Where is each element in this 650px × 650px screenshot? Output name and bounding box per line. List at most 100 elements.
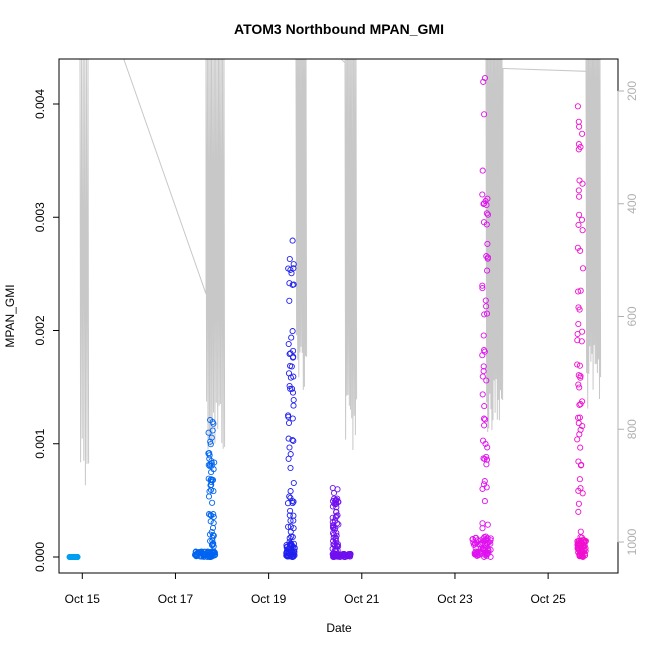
data-point [479,525,486,532]
data-point [210,420,217,427]
data-point [483,303,490,310]
data-point [481,498,488,505]
chart-title: ATOM3 Northbound MPAN_GMI [234,21,444,37]
data-point [575,381,582,388]
data-point [335,498,342,505]
data-point [205,429,212,436]
data-point [290,281,297,288]
data-point [481,74,489,82]
data-point [575,141,582,148]
data-point [575,508,582,515]
data-point [479,191,486,198]
data-point [289,415,296,422]
y-axis-label: MPAN_GMI [3,284,17,347]
data-point [484,521,491,528]
data-point [285,412,292,419]
data-point [208,553,215,560]
data-point [575,221,582,228]
data-point [208,469,215,476]
data-point [290,396,297,404]
data-point [578,216,586,223]
data-point [480,415,488,422]
x-tick-label: Oct 23 [437,592,473,606]
data-point [481,348,488,355]
data-point [480,78,487,85]
data-point [481,403,488,410]
data-point [483,461,490,468]
data-point [483,377,490,384]
data-point [210,511,217,518]
data-point [287,494,294,501]
data-point [575,187,582,194]
data-point [334,495,341,502]
data-point [575,288,582,295]
y2-tick-label: 1000 [625,528,639,555]
data-point [482,297,489,304]
data-point [579,180,586,187]
data-point [207,511,214,518]
data-point [210,488,217,495]
data-point [287,552,294,560]
data-point [335,521,342,528]
data-point [287,517,294,524]
data-point [285,548,293,555]
data-point [288,270,295,277]
data-point [476,551,483,558]
y-axis: 0.000 0.001 0.002 0.003 0.004 [33,89,60,572]
data-point [285,455,292,462]
data-point [574,330,581,338]
data-point [484,211,492,218]
data-point [286,493,293,500]
data-point [330,524,337,531]
series-1 [66,553,81,561]
data-point [474,551,481,558]
data-point [479,546,486,553]
data-point [471,551,478,558]
data-point [211,459,218,466]
data-point [337,552,344,559]
series-5 [469,74,494,560]
data-point [290,479,297,487]
data-point [290,498,297,505]
data-point [287,550,294,557]
data-point [330,553,337,560]
data-point [285,340,292,348]
data-point [286,297,293,304]
data-point [287,350,294,357]
data-point [574,541,581,548]
data-point [289,328,296,335]
data-point [329,530,337,537]
data-point [288,334,295,341]
data-point [578,537,585,544]
data-point [479,485,486,492]
data-point [487,540,494,547]
data-point [206,488,213,495]
data-point [577,462,585,469]
data-point [481,455,488,463]
x-axis: Oct 15 Oct 17 Oct 19 Oct 21 Oct 23 Oct 25 [65,572,566,606]
data-point [580,543,587,550]
data-point [575,487,582,494]
data-point [481,422,488,429]
data-point [576,362,583,369]
data-point [285,419,293,427]
data-point [575,420,582,427]
data-point [479,285,486,292]
data-point [577,444,584,451]
data-point [575,118,582,125]
series-3 [283,237,298,561]
data-point [484,255,491,262]
data-point [469,536,476,543]
data-point [581,550,588,557]
data-point [329,484,336,492]
y2-tick-label: 600 [625,306,639,326]
data-point [286,444,293,451]
data-point [207,416,214,424]
data-point [288,363,295,370]
data-point [479,167,486,174]
data-point [210,519,217,527]
data-point [481,478,488,485]
data-point [582,537,589,545]
data-point [577,374,584,381]
